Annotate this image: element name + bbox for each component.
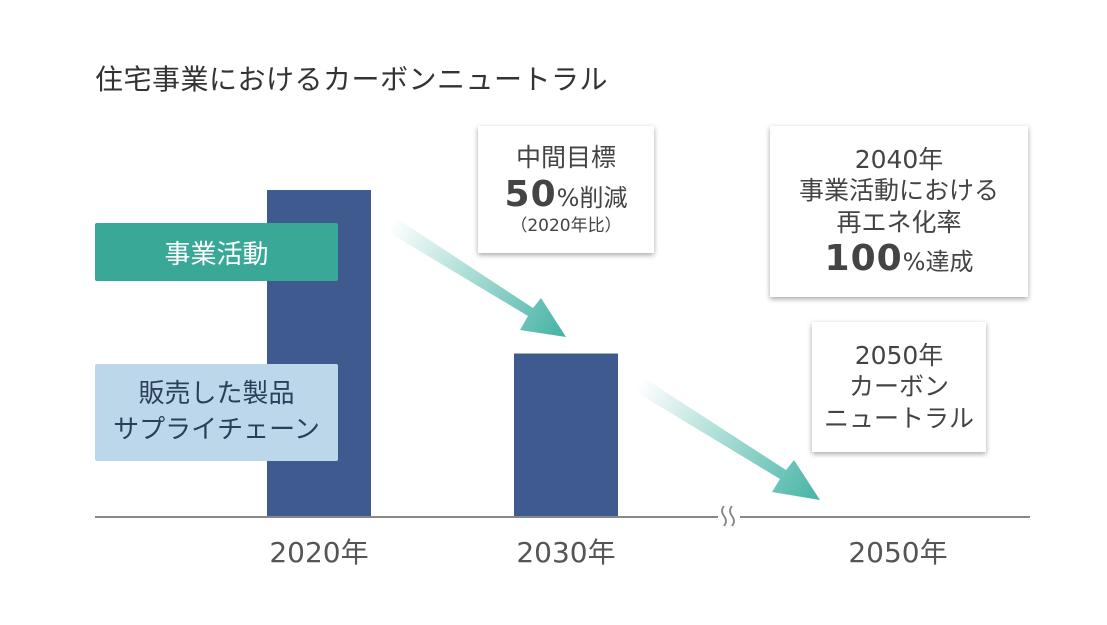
x-tick-label-3: 2050年 (848, 536, 947, 569)
neutral-line2: カーボン (848, 372, 949, 402)
trend-arrow-1 (388, 218, 566, 337)
midterm-note: （2020年比） (510, 215, 622, 236)
chart-title: 住宅事業におけるカーボンニュートラル (95, 63, 609, 96)
midterm-target-callout: 中間目標 50 %削減 （2020年比） (478, 126, 654, 253)
midterm-label: 中間目標 (515, 143, 616, 173)
renewable-value: 100 (824, 237, 903, 279)
x-tick-label-2: 2030年 (516, 536, 615, 569)
renewable-line3: 再エネ化率 (836, 207, 962, 237)
neutral-year: 2050年 (854, 341, 944, 371)
renewable-line2: 事業活動における (798, 176, 999, 206)
legend-business: 事業活動 (95, 223, 338, 281)
neutral-callout: 2050年 カーボン ニュートラル (812, 322, 986, 452)
renewable-unit: %達成 (902, 247, 974, 276)
bar-2 (514, 353, 618, 517)
axis-break-icon (718, 505, 740, 528)
neutral-line3: ニュートラル (823, 403, 974, 433)
renewable-year: 2040年 (854, 145, 944, 175)
midterm-value: 50 (504, 173, 557, 215)
renewable-callout: 2040年 事業活動における 再エネ化率 100 %達成 (770, 126, 1028, 297)
legend-supply-chain-line1: 販売した製品 (138, 379, 295, 410)
legend-supply-chain: 販売した製品 サプライチェーン (95, 364, 338, 461)
x-tick-label-1: 2020年 (269, 536, 368, 569)
trend-arrow-2 (636, 378, 820, 500)
midterm-unit: %削減 (556, 183, 628, 212)
legend-supply-chain-line2: サプライチェーン (113, 414, 320, 445)
